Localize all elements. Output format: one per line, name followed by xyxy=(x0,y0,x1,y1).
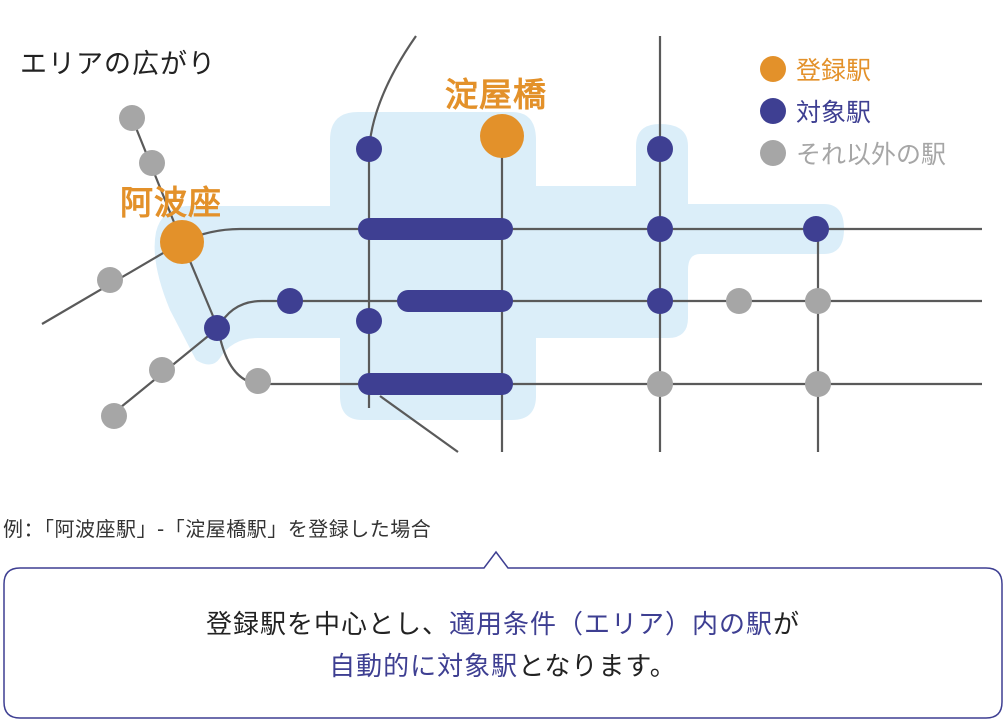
other-stations xyxy=(97,105,831,429)
navy-dot-icon xyxy=(760,98,786,124)
callout-text-highlight: 自動的に対象駅 xyxy=(329,652,519,682)
section-title: エリアの広がり xyxy=(20,49,216,80)
legend-item-registered: 登録駅 xyxy=(760,48,946,90)
callout-text-plain: 登録駅を中心とし、 xyxy=(205,610,449,640)
callout-text-highlight: 適用条件（エリア）内の駅 xyxy=(448,610,773,640)
orange-dot-icon xyxy=(760,56,786,82)
callout-line-2: 自動的に対象駅となります。 xyxy=(0,646,1006,688)
legend-label: それ以外の駅 xyxy=(796,140,947,169)
legend-item-target: 対象駅 xyxy=(760,90,946,132)
legend-label: 登録駅 xyxy=(796,56,872,85)
callout-line-1: 登録駅を中心とし、適用条件（エリア）内の駅が xyxy=(0,604,1006,646)
legend-label: 対象駅 xyxy=(796,98,872,127)
station-label-awaza: 阿波座 xyxy=(120,183,222,222)
gray-dot-icon xyxy=(760,140,786,166)
legend-item-other: それ以外の駅 xyxy=(760,132,946,174)
callout-message: 登録駅を中心とし、適用条件（エリア）内の駅が 自動的に対象駅となります。 xyxy=(0,604,1006,688)
target-stations xyxy=(204,136,829,341)
callout-text-plain: となります。 xyxy=(518,652,677,682)
registered-stations xyxy=(160,114,524,264)
callout-text-plain: が xyxy=(773,610,801,640)
example-caption: 例：「阿波座駅」-「淀屋橋駅」を登録した場合 xyxy=(3,517,432,541)
target-segments xyxy=(358,218,513,395)
station-label-yodoyabashi: 淀屋橋 xyxy=(445,75,547,114)
legend: 登録駅 対象駅 それ以外の駅 xyxy=(760,48,946,174)
route-map xyxy=(41,35,982,453)
applicable-area xyxy=(154,112,845,420)
